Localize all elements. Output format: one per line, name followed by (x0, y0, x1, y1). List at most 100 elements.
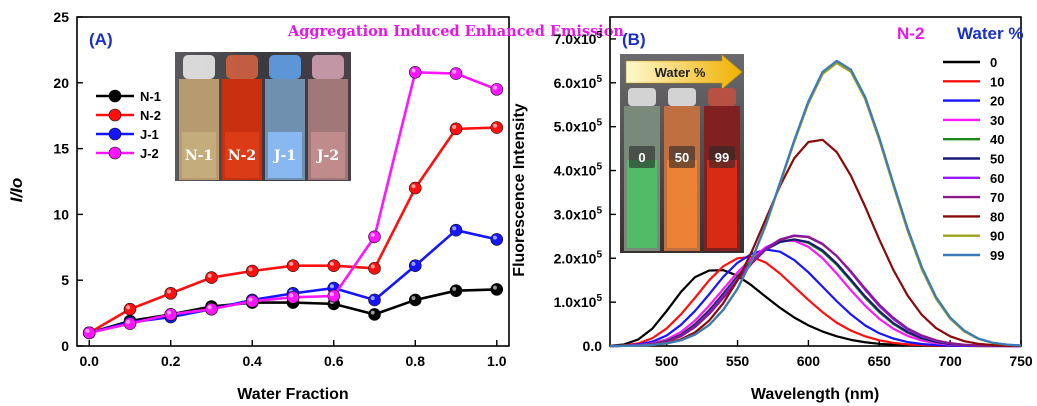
y-axis-title-b: Fluorescence Intensity (511, 103, 528, 276)
data-point (286, 291, 300, 304)
vial-label-a: J-1 (272, 148, 296, 164)
legend-label: N-2 (140, 108, 161, 123)
vial-label-b: 99 (715, 150, 729, 165)
legend-item-b: 30 (943, 113, 1004, 128)
data-point (368, 230, 381, 244)
data-point-highlight (126, 319, 131, 324)
data-point-highlight (207, 273, 212, 278)
data-point-highlight (166, 310, 171, 315)
n2-label: N-2 (897, 24, 924, 43)
y-tick-label-a: 10 (53, 206, 69, 222)
vial-a: J-2 (308, 55, 348, 180)
data-point (449, 122, 463, 136)
data-point-highlight (289, 261, 294, 266)
legend-label: J-2 (140, 146, 159, 161)
data-point (123, 302, 137, 316)
vial-a: N-2 (222, 55, 262, 180)
data-point (164, 308, 178, 321)
x-axis-a: 0.0 0.2 0.4 0.6 0.8 1.0 (79, 340, 507, 369)
data-point (164, 287, 178, 300)
y-tick-label-a: 5 (61, 272, 69, 288)
data-point (205, 271, 218, 284)
y-tick-label-b: 0.0 (583, 338, 603, 354)
y-tick-label-b: 1.0x105 (554, 293, 603, 310)
vial-label-b: 0 (638, 150, 645, 165)
panel-b: (B) 500 550 600 650 700 750 0.01.0x1052.0x105… (511, 16, 1033, 403)
x-tick-label-a: 0.2 (161, 353, 181, 369)
legend-item-b: 20 (943, 94, 1004, 109)
legend-label: J-1 (140, 127, 159, 142)
legend-item-b: 99 (943, 248, 1004, 263)
x-tick-label-b: 500 (655, 353, 679, 369)
x-tick-label-b: 550 (726, 353, 750, 369)
x-axis-title-a: Water Fraction (237, 386, 348, 403)
data-point-highlight (329, 284, 334, 289)
legend-b: 0 10 20 30 40 50 60 70 80 90 99 (943, 55, 1004, 263)
legend-label: 99 (990, 248, 1004, 263)
legend-marker (108, 108, 122, 122)
legend-marker (108, 89, 122, 103)
data-point-highlight (370, 310, 375, 315)
x-tick-label-b: 700 (938, 353, 962, 369)
legend-item-b: 40 (943, 132, 1004, 147)
data-point-highlight (492, 123, 497, 128)
data-point-highlight (492, 235, 497, 240)
data-point-highlight (411, 261, 416, 266)
data-point (490, 121, 504, 134)
data-point-highlight (411, 184, 416, 189)
legend-item-b: 10 (943, 74, 1004, 89)
y-tick-label-a: 25 (53, 9, 69, 25)
x-tick-label-b: 750 (1009, 353, 1033, 369)
plot-frame-b (609, 16, 1022, 347)
data-point (449, 284, 463, 298)
legend-item-a: N-1 (96, 89, 161, 104)
data-point-highlight (411, 68, 416, 73)
data-point (245, 264, 259, 278)
legend-item-b: 80 (943, 209, 1004, 224)
data-point (123, 317, 137, 330)
data-point-highlight (370, 264, 375, 269)
spectrum-line-70 (609, 234, 1022, 348)
legend-item-b: 90 (943, 229, 1004, 244)
y-tick-label-a: 0 (61, 338, 69, 354)
x-tick-label-a: 1.0 (487, 353, 507, 369)
x-tick-label-b: 600 (797, 353, 821, 369)
panel-label-a: (A) (89, 30, 113, 49)
data-point (368, 293, 381, 307)
data-point-highlight (166, 289, 171, 294)
series-group-a (82, 65, 504, 340)
vial-label-a: N-1 (185, 148, 213, 164)
y-axis-a: 0 5 10 15 20 25 (53, 9, 83, 354)
legend-item-a: N-2 (96, 108, 161, 123)
data-point (245, 294, 259, 308)
legend-item-b: 70 (943, 190, 1004, 205)
data-point (490, 233, 504, 246)
y-axis-b: 0.0 1.0x105 2.0x105 3.0x105 4.0x105 5.0x105 6.… (554, 30, 616, 354)
vial-label-b: 50 (675, 150, 689, 165)
vial-a: J-1 (265, 55, 305, 180)
x-axis-b: 500 550 600 650 700 750 (655, 340, 1033, 369)
legend-label: 40 (990, 132, 1004, 147)
spectrum-line-30 (609, 239, 1021, 348)
vial-b: 0 (624, 88, 660, 251)
legend-item-b: 60 (943, 171, 1004, 186)
data-point-highlight (248, 267, 253, 272)
vial-label-a: J-2 (315, 148, 339, 164)
data-point (286, 259, 300, 273)
legend-label: 80 (990, 209, 1004, 224)
y-tick-label-b: 7.0x105 (554, 30, 603, 47)
legend-marker (108, 146, 122, 160)
data-point-highlight (126, 305, 131, 310)
y-tick-label-b: 5.0x105 (554, 118, 603, 135)
data-point-highlight (452, 226, 457, 231)
data-point (205, 302, 218, 316)
data-point-highlight (411, 296, 416, 301)
legend-label: 20 (990, 94, 1004, 109)
arrow-label: Water % (655, 65, 706, 80)
data-point (82, 326, 96, 340)
data-point (408, 65, 422, 79)
y-tick-label-b: 4.0x105 (554, 162, 603, 179)
y-tick-label-a: 15 (53, 141, 69, 157)
x-tick-label-a: 0.8 (406, 353, 426, 369)
